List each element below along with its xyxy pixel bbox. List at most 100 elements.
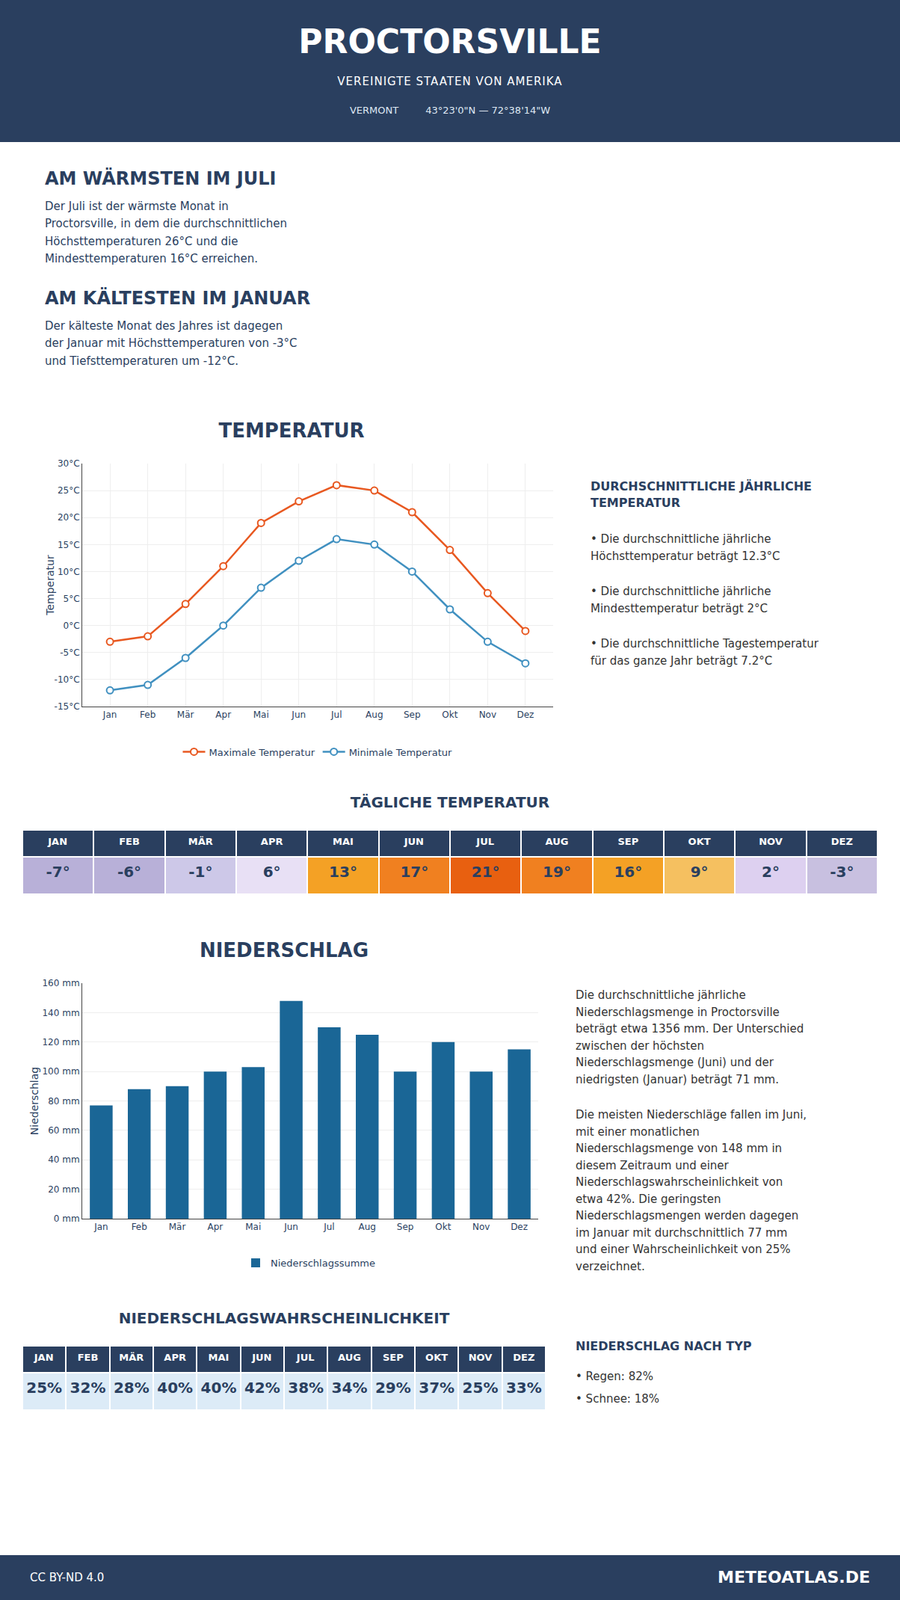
svg-text:-6°: -6° [117,862,142,881]
svg-text:40%: 40% [156,1378,193,1397]
svg-text:Mai: Mai [245,1221,261,1232]
svg-text:Minimale Temperatur: Minimale Temperatur [349,746,453,758]
svg-text:13°: 13° [328,862,358,881]
svg-text:6°: 6° [263,862,282,881]
svg-text:Mai: Mai [253,709,270,720]
svg-text:NIEDERSCHLAG: NIEDERSCHLAG [199,938,369,962]
svg-text:Mär: Mär [177,709,195,720]
svg-text:Sep: Sep [396,1221,415,1232]
svg-text:Feb: Feb [139,709,156,720]
svg-text:30°C: 30°C [57,458,80,469]
svg-text:25°C: 25°C [57,485,80,496]
svg-text:Maximale Temperatur: Maximale Temperatur [209,746,316,758]
svg-text:29%: 29% [375,1378,412,1397]
svg-text:Jun: Jun [290,709,306,720]
svg-text:80 mm: 80 mm [47,1095,80,1107]
svg-text:15°C: 15°C [57,539,80,551]
svg-text:Sep: Sep [403,709,421,720]
svg-text:42%: 42% [244,1378,281,1397]
svg-text:Nov: Nov [479,709,497,720]
svg-text:Mär: Mär [168,1221,187,1232]
svg-text:DEZ: DEZ [512,1351,535,1363]
svg-text:2°: 2° [761,862,780,881]
svg-text:JUN: JUN [403,835,424,847]
svg-text:Apr: Apr [215,709,231,720]
svg-text:Jan: Jan [102,709,118,720]
svg-text:-15°C: -15°C [54,701,80,712]
svg-text:Feb: Feb [131,1221,148,1232]
svg-text:-10°C: -10°C [54,674,80,685]
svg-text:APR: APR [163,1351,187,1363]
svg-text:19°: 19° [542,862,572,881]
svg-text:Temperatur: Temperatur [44,554,57,616]
svg-text:NOV: NOV [468,1351,493,1363]
svg-text:TÄGLICHE TEMPERATUR: TÄGLICHE TEMPERATUR [350,793,550,812]
svg-text:0°C: 0°C [63,620,80,631]
svg-text:25%: 25% [26,1378,63,1397]
svg-text:-3°: -3° [829,862,854,881]
svg-text:MAI: MAI [208,1351,230,1363]
svg-text:FEB: FEB [77,1351,99,1363]
svg-text:100 mm: 100 mm [41,1065,80,1077]
svg-text:SEP: SEP [382,1351,404,1363]
svg-text:AUG: AUG [337,1351,362,1363]
svg-text:Niederschlagssumme: Niederschlagssumme [270,1257,376,1269]
svg-text:40 mm: 40 mm [47,1154,80,1165]
svg-text:MÄR: MÄR [188,835,214,847]
svg-text:APR: APR [260,835,284,847]
svg-text:-1°: -1° [188,862,213,881]
svg-text:16°: 16° [613,862,643,881]
svg-text:Apr: Apr [207,1221,224,1232]
svg-text:JAN: JAN [47,835,68,847]
svg-text:AUG: AUG [545,835,569,847]
svg-text:TEMPERATUR: TEMPERATUR [218,419,365,442]
svg-text:10°C: 10°C [57,566,80,578]
svg-text:Aug: Aug [365,709,383,720]
svg-text:5°C: 5°C [63,593,80,604]
svg-text:21°: 21° [471,862,501,881]
svg-text:34%: 34% [331,1378,368,1397]
svg-text:JAN: JAN [33,1351,54,1363]
svg-text:Okt: Okt [435,1221,451,1232]
svg-text:17°: 17° [399,862,429,881]
svg-text:Jul: Jul [330,709,342,720]
svg-text:20°C: 20°C [57,512,80,523]
svg-text:120 mm: 120 mm [41,1036,80,1048]
svg-text:FEB: FEB [118,835,140,847]
svg-text:-7°: -7° [46,862,71,881]
svg-text:OKT: OKT [425,1351,448,1363]
svg-text:NIEDERSCHLAGSWAHRSCHEINLICHKEI: NIEDERSCHLAGSWAHRSCHEINLICHKEIT [118,1308,450,1327]
svg-text:38%: 38% [287,1378,324,1397]
svg-text:Niederschlag: Niederschlag [28,1066,41,1135]
svg-text:33%: 33% [506,1378,542,1397]
svg-text:60 mm: 60 mm [47,1125,80,1136]
svg-text:DEZ: DEZ [831,835,853,847]
svg-text:Aug: Aug [358,1221,376,1232]
svg-text:OKT: OKT [688,835,711,847]
svg-text:Jul: Jul [322,1221,335,1232]
svg-text:0 mm: 0 mm [53,1213,80,1224]
svg-text:32%: 32% [70,1378,107,1397]
svg-text:20 mm: 20 mm [47,1184,80,1195]
svg-text:140 mm: 140 mm [41,1007,80,1019]
svg-text:Dez: Dez [516,709,534,720]
svg-text:Jun: Jun [283,1221,299,1232]
svg-text:28%: 28% [113,1378,150,1397]
svg-text:25%: 25% [462,1378,499,1397]
svg-text:Dez: Dez [510,1221,528,1232]
svg-text:NOV: NOV [758,835,783,847]
svg-text:MAI: MAI [332,835,354,847]
svg-text:MÄR: MÄR [118,1351,144,1363]
svg-text:SEP: SEP [617,835,639,847]
svg-text:37%: 37% [418,1378,455,1397]
svg-text:40%: 40% [201,1378,237,1397]
svg-text:-5°C: -5°C [59,647,80,658]
svg-text:9°: 9° [690,862,709,881]
svg-text:JUL: JUL [475,835,495,847]
svg-text:160 mm: 160 mm [41,977,80,989]
svg-text:JUN: JUN [251,1351,272,1363]
svg-text:Nov: Nov [472,1221,490,1232]
svg-text:JUL: JUL [296,1351,315,1363]
svg-text:Okt: Okt [441,709,458,720]
svg-text:Jan: Jan [93,1221,109,1232]
